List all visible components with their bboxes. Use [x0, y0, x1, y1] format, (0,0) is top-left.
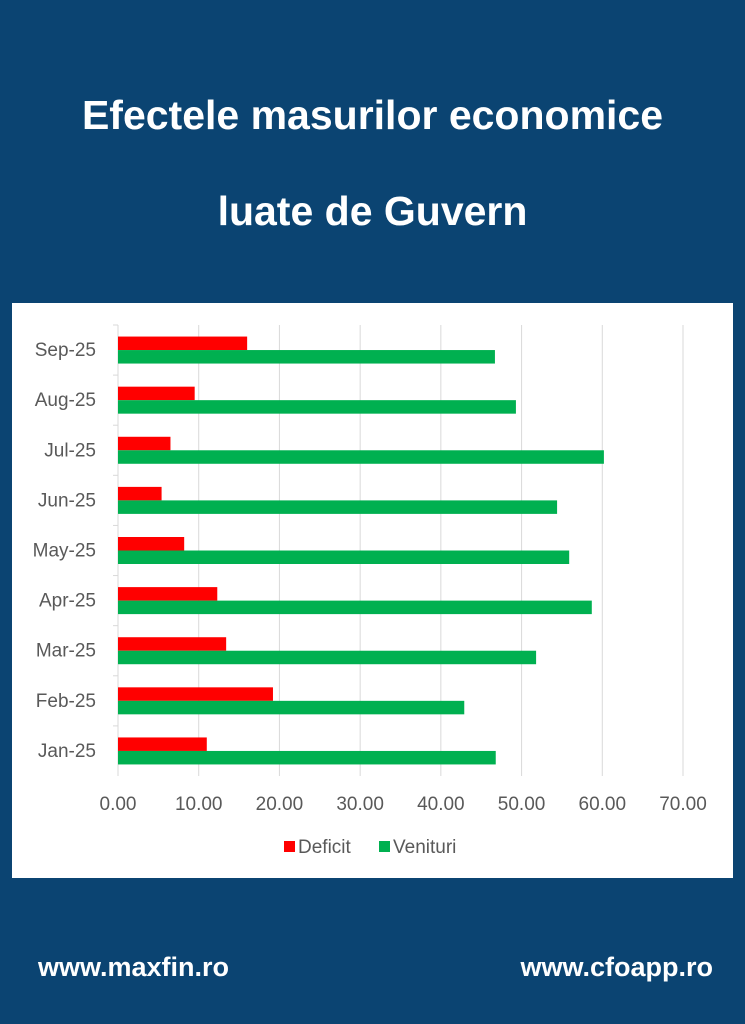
x-tick-label: 10.00 — [175, 794, 223, 815]
x-tick-label: 20.00 — [256, 794, 304, 815]
bar-venituri — [118, 350, 495, 364]
bar-deficit — [118, 737, 207, 751]
bar-deficit — [118, 436, 171, 451]
bar-venituri — [118, 400, 516, 414]
legend-label-deficit: Deficit — [298, 837, 352, 858]
x-tick-label: 40.00 — [417, 794, 465, 815]
bar-venituri — [118, 600, 592, 615]
bar-venituri — [118, 700, 465, 715]
y-category-label: Sep-25 — [35, 340, 96, 361]
bar-venituri — [118, 500, 558, 514]
y-category-label: Jul-25 — [44, 440, 96, 461]
bar-deficit — [118, 537, 185, 551]
bar-venituri — [118, 650, 537, 665]
cfoapp-link[interactable]: www.cfoapp.ro — [520, 952, 713, 982]
y-category-label: Feb-25 — [36, 691, 96, 712]
bar-venituri — [118, 750, 496, 765]
x-tick-label: 0.00 — [100, 794, 137, 815]
x-tick-label: 70.00 — [659, 794, 707, 815]
legend-label-venituri: Venituri — [393, 837, 456, 858]
chart-panel: 0.00 10.00 20.00 30.00 40.00 50.00 60.00 70.00 J… — [12, 303, 733, 878]
legend-swatch-deficit — [284, 841, 295, 852]
bar-chart: 0.00 10.00 20.00 30.00 40.00 50.00 60.00 70.00 J… — [33, 324, 707, 858]
bar-deficit — [118, 486, 162, 501]
bar-deficit — [118, 637, 227, 651]
page-title-line-1: Efectele masurilor economice — [81, 92, 664, 138]
y-category-label: Mar-25 — [36, 641, 96, 662]
y-category-label: Jun-25 — [38, 490, 96, 511]
y-category-label: Aug-25 — [35, 390, 96, 411]
y-category-label: Apr-25 — [39, 591, 96, 612]
x-tick-label: 50.00 — [498, 794, 546, 815]
x-tick-label: 30.00 — [336, 794, 384, 815]
bar-deficit — [118, 336, 248, 351]
bar-venituri — [118, 450, 604, 464]
bar-deficit — [118, 386, 195, 401]
maxfin-link[interactable]: www.maxfin.ro — [38, 952, 230, 982]
bar-deficit — [118, 587, 218, 601]
x-tick-label: 60.00 — [579, 794, 627, 815]
y-category-label: May-25 — [33, 541, 96, 562]
bar-venituri — [118, 550, 570, 564]
bar-deficit — [118, 687, 273, 701]
y-category-label: Jan-25 — [38, 741, 96, 762]
legend-swatch-venituri — [379, 841, 390, 852]
page-title-line-2: luate de Guvern — [217, 188, 528, 234]
